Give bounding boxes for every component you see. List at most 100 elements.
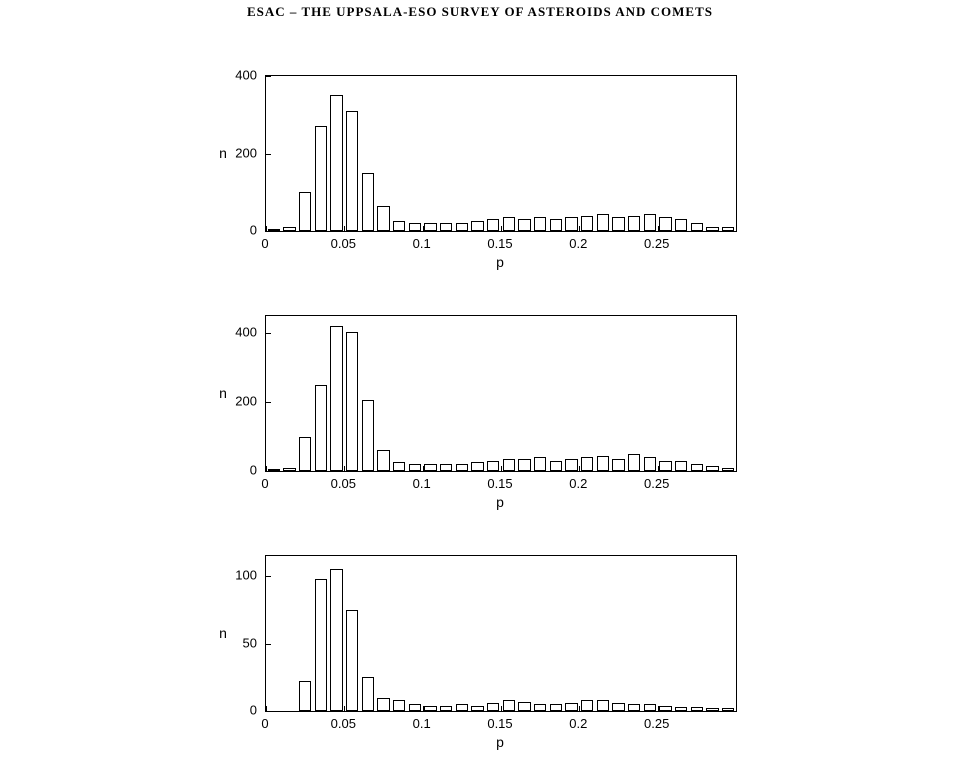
histogram-bar <box>393 221 405 231</box>
histogram-bar <box>440 464 452 471</box>
histogram-bar <box>644 457 656 471</box>
histogram-bar <box>377 698 389 711</box>
x-tick-label: 0.05 <box>331 716 356 731</box>
histogram-bar <box>581 457 593 471</box>
histogram-bar <box>330 326 342 471</box>
histogram-bar <box>283 227 295 231</box>
histogram-bar <box>456 223 468 231</box>
histogram-bar <box>299 437 311 471</box>
x-tick-label: 0.15 <box>487 716 512 731</box>
histogram-bar <box>675 707 687 711</box>
histogram-bar <box>565 703 577 711</box>
page: { "title": "ESAC – THE UPPSALA-ESO SURVE… <box>0 0 960 773</box>
x-tick <box>501 466 502 472</box>
histogram-bar <box>518 702 530 711</box>
histogram-bar <box>612 217 624 231</box>
histogram-bar <box>362 400 374 471</box>
y-axis-label: n <box>219 145 227 161</box>
plot-area <box>265 315 737 472</box>
histogram-bar <box>424 464 436 471</box>
histogram-bar <box>283 468 295 471</box>
histogram-bar <box>722 468 734 471</box>
histogram-bar <box>393 462 405 471</box>
histogram-bar <box>659 706 671 711</box>
histogram-bar <box>424 223 436 231</box>
plot-area <box>265 75 737 232</box>
histogram-bar <box>471 221 483 231</box>
y-tick-label: 0 <box>217 703 257 718</box>
histogram-bar <box>440 706 452 711</box>
histogram-bar <box>597 214 609 231</box>
y-tick <box>265 644 271 645</box>
histogram-bar <box>628 454 640 471</box>
y-tick <box>265 76 271 77</box>
histogram-bar <box>487 703 499 711</box>
histogram-bar <box>565 217 577 231</box>
histogram-bar <box>456 704 468 711</box>
x-tick-label: 0.05 <box>331 476 356 491</box>
histogram-bar <box>409 464 421 471</box>
y-tick <box>265 576 271 577</box>
histogram-bar <box>503 217 515 231</box>
histogram-bar <box>534 457 546 471</box>
y-tick <box>265 471 271 472</box>
x-tick-label: 0.15 <box>487 236 512 251</box>
x-tick-label: 0.2 <box>569 716 587 731</box>
y-tick <box>265 231 271 232</box>
x-tick-label: 0 <box>261 476 268 491</box>
x-tick <box>579 466 580 472</box>
histogram-bar <box>346 332 358 472</box>
x-tick <box>579 226 580 232</box>
histogram-bar <box>315 385 327 471</box>
histogram-bar <box>330 95 342 231</box>
x-tick-label: 0.2 <box>569 476 587 491</box>
histogram-bar <box>362 173 374 231</box>
histogram-bar <box>440 223 452 231</box>
y-tick-label: 400 <box>217 68 257 83</box>
histogram-bar <box>659 461 671 471</box>
x-tick-label: 0.2 <box>569 236 587 251</box>
plot-area <box>265 555 737 712</box>
histogram-bar <box>550 461 562 471</box>
x-tick-label: 0 <box>261 236 268 251</box>
x-axis-label: p <box>496 734 504 750</box>
x-tick <box>423 226 424 232</box>
histogram-bar <box>597 700 609 711</box>
histogram-bar <box>644 704 656 711</box>
x-axis-label: p <box>496 494 504 510</box>
histogram-bar <box>675 461 687 471</box>
page-title: ESAC – THE UPPSALA-ESO SURVEY OF ASTEROI… <box>0 4 960 20</box>
histogram-bar <box>706 227 718 231</box>
x-tick-label: 0.1 <box>413 716 431 731</box>
histogram-bar <box>424 706 436 711</box>
histogram-bar <box>299 681 311 711</box>
histogram-bar <box>550 219 562 231</box>
histogram-bar <box>691 707 703 711</box>
histogram-bar <box>565 459 577 471</box>
histogram-bar <box>612 459 624 471</box>
histogram-bar <box>518 219 530 231</box>
x-tick <box>658 226 659 232</box>
x-tick <box>423 466 424 472</box>
histogram-bar <box>456 464 468 471</box>
x-tick-label: 0.15 <box>487 476 512 491</box>
y-tick-label: 0 <box>217 223 257 238</box>
histogram-bar <box>471 462 483 471</box>
histogram-bar <box>487 219 499 231</box>
histogram-bar <box>612 703 624 711</box>
x-tick-label: 0.1 <box>413 236 431 251</box>
histogram-bar <box>722 708 734 711</box>
histogram-bar <box>628 704 640 711</box>
histogram-bar <box>503 459 515 471</box>
histogram-bar <box>691 464 703 471</box>
y-axis-label: n <box>219 625 227 641</box>
histogram-bar <box>315 126 327 231</box>
x-tick <box>423 706 424 712</box>
histogram-bar <box>315 579 327 711</box>
y-tick <box>265 402 271 403</box>
x-tick <box>658 466 659 472</box>
histogram-bar <box>362 677 374 711</box>
histogram-bar <box>409 223 421 231</box>
x-tick <box>658 706 659 712</box>
y-tick <box>265 711 271 712</box>
